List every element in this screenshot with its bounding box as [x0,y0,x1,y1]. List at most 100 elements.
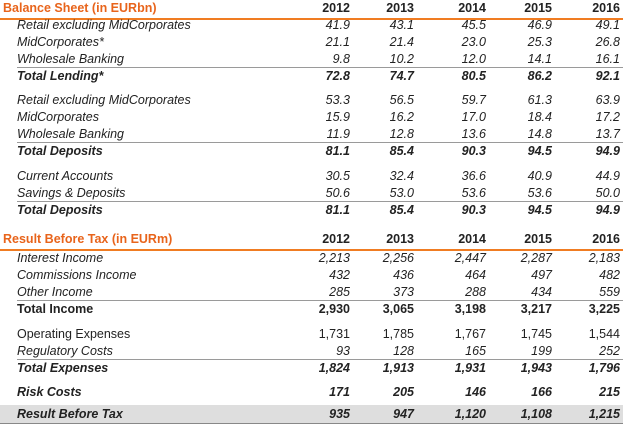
cell-value: 32.4 [389,169,414,183]
cell-value: 215 [599,385,620,399]
table-row: Interest Income 2,213 2,256 2,447 2,287 … [0,250,623,266]
cell-value: 1,913 [382,361,414,375]
row-label: Risk Costs [17,385,82,399]
cell-value: 90.3 [461,203,486,217]
cell-value: 36.6 [461,169,486,183]
cell-value: 1,796 [588,361,620,375]
cell-value: 53.6 [461,186,486,200]
row-label: MidCorporates [17,110,99,124]
cell-value: 53.3 [325,93,350,107]
cell-value: 3,217 [520,302,552,316]
total-row: Total Deposits 81.1 85.4 90.3 94.5 94.9 [0,143,623,159]
cell-value: 436 [393,268,414,282]
year-header: 2014 [458,232,486,246]
row-divider [17,359,623,360]
row-label: Total Deposits [17,203,103,217]
cell-value: 30.5 [325,169,350,183]
table-row: Commissions Income 432 436 464 497 482 [0,267,623,283]
cell-value: 288 [465,285,486,299]
cell-value: 61.3 [527,93,552,107]
table-row: Savings & Deposits 50.6 53.0 53.6 53.6 5… [0,185,623,201]
cell-value: 10.2 [389,52,414,66]
table-row: Wholesale Banking 11.9 12.8 13.6 14.8 13… [0,126,623,142]
cell-value: 23.0 [461,35,486,49]
cell-value: 497 [531,268,552,282]
cell-value: 50.6 [325,186,350,200]
cell-value: 94.5 [527,144,552,158]
cell-value: 1,745 [520,327,552,341]
row-label: Retail excluding MidCorporates [17,93,191,107]
total-row: Total Deposits 81.1 85.4 90.3 94.5 94.9 [0,202,623,218]
cell-value: 3,065 [382,302,414,316]
cell-value: 199 [531,344,552,358]
row-label: Wholesale Banking [17,52,125,66]
cell-value: 16.2 [389,110,414,124]
cell-value: 18.4 [527,110,552,124]
cell-value: 45.5 [461,18,486,32]
row-label: Wholesale Banking [17,127,125,141]
cell-value: 13.7 [595,127,620,141]
year-header: 2012 [322,1,350,15]
row-label: Result Before Tax [17,407,123,421]
cell-value: 63.9 [595,93,620,107]
cell-value: 26.8 [595,35,620,49]
year-header: 2014 [458,1,486,15]
cell-value: 146 [465,385,486,399]
cell-value: 3,225 [588,302,620,316]
cell-value: 128 [393,344,414,358]
year-header: 2015 [524,232,552,246]
cell-value: 205 [393,385,414,399]
cell-value: 16.1 [595,52,620,66]
cell-value: 3,198 [454,302,486,316]
cell-value: 21.4 [389,35,414,49]
cell-value: 1,731 [318,327,350,341]
total-row: Total Lending* 72.8 74.7 80.5 86.2 92.1 [0,68,623,84]
year-header: 2013 [386,1,414,15]
total-row: Total Income 2,930 3,065 3,198 3,217 3,2… [0,301,623,317]
cell-value: 2,287 [520,251,552,265]
section-title: Result Before Tax (in EURm) [3,232,173,246]
table-row: Wholesale Banking 9.8 10.2 12.0 14.1 16.… [0,51,623,67]
cell-value: 947 [393,407,414,421]
cell-value: 2,183 [588,251,620,265]
cell-value: 166 [531,385,552,399]
cell-value: 85.4 [389,144,414,158]
table-row: Other Income 285 373 288 434 559 [0,284,623,300]
cell-value: 81.1 [325,144,350,158]
cell-value: 171 [329,385,350,399]
cell-value: 40.9 [527,169,552,183]
row-label: MidCorporates* [17,35,104,49]
row-divider [17,300,623,301]
cell-value: 1,120 [454,407,486,421]
cell-value: 43.1 [389,18,414,32]
cell-value: 94.9 [595,203,620,217]
table-row: Regulatory Costs 93 128 165 199 252 [0,343,623,359]
cell-value: 86.2 [527,69,552,83]
row-divider [17,142,623,143]
row-divider [17,201,623,202]
table-row: Retail excluding MidCorporates 53.3 56.5… [0,92,623,108]
cell-value: 935 [329,407,350,421]
cell-value: 17.2 [595,110,620,124]
year-header: 2016 [592,1,620,15]
cell-value: 559 [599,285,620,299]
table-row: Retail excluding MidCorporates 41.9 43.1… [0,17,623,33]
table-row: Operating Expenses 1,731 1,785 1,767 1,7… [0,326,623,342]
cell-value: 49.1 [595,18,620,32]
year-header: 2015 [524,1,552,15]
cell-value: 90.3 [461,144,486,158]
cell-value: 1,544 [588,327,620,341]
section-title: Balance Sheet (in EURbn) [3,1,157,15]
cell-value: 72.8 [325,69,350,83]
cell-value: 50.0 [595,186,620,200]
row-label: Total Expenses [17,361,109,375]
table-row: Current Accounts 30.5 32.4 36.6 40.9 44.… [0,168,623,184]
cell-value: 1,108 [520,407,552,421]
row-label: Current Accounts [17,169,114,183]
cell-value: 1,215 [588,407,620,421]
cell-value: 25.3 [527,35,552,49]
row-label: Total Lending* [17,69,104,83]
cell-value: 14.8 [527,127,552,141]
table-row: MidCorporates 15.9 16.2 17.0 18.4 17.2 [0,109,623,125]
cell-value: 21.1 [325,35,350,49]
